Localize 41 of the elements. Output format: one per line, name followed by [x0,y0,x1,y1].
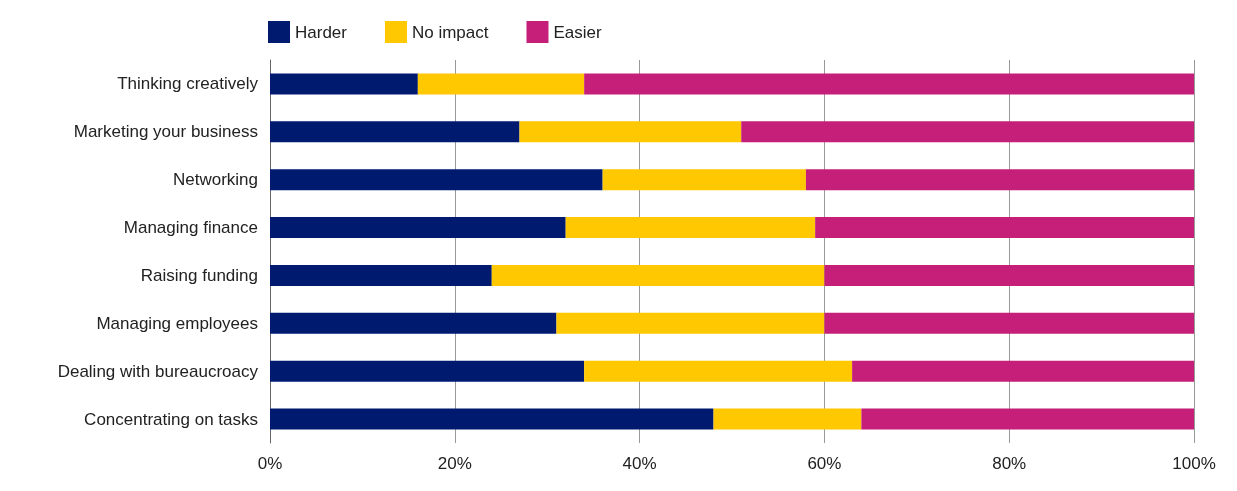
bar [584,73,1194,95]
bar [270,264,492,286]
y-tick-label: Concentrating on tasks [84,409,258,429]
bar [270,408,714,430]
legend-label: Easier [553,22,603,42]
x-tick-label: 80% [992,454,1027,473]
bar [584,360,853,382]
y-tick-label: Marketing your business [73,122,258,142]
bar [815,217,1194,239]
bar [417,73,585,95]
bar [824,264,1194,286]
x-tick-label: 0% [257,454,283,473]
legend-label: No impact [411,22,489,42]
bar [270,169,603,191]
y-tick-label: Dealing with bureaucroacy [57,361,259,381]
bar [556,312,825,334]
bar [852,360,1194,382]
bar [270,217,566,239]
bar [602,169,806,191]
y-tick-label: Networking [172,170,258,190]
y-tick-label: Thinking creatively [117,74,259,94]
bar [270,360,585,382]
bar [270,73,418,95]
y-tick-label: Managing finance [123,218,258,238]
y-tick-label: Raising funding [140,265,258,285]
y-tick-label: Managing employees [96,313,258,333]
bar [565,217,816,239]
bar [491,264,825,286]
x-tick-label: 100% [1172,454,1216,473]
bar [270,121,520,143]
bar [824,312,1194,334]
x-tick-label: 40% [622,454,657,473]
bar [805,169,1194,191]
x-tick-label: 60% [807,454,842,473]
bar [270,312,557,334]
x-tick-label: 20% [437,454,472,473]
bar [713,408,862,430]
bar [741,121,1194,143]
legend-label: Harder [295,22,348,42]
bar [519,121,742,143]
bar [861,408,1194,430]
